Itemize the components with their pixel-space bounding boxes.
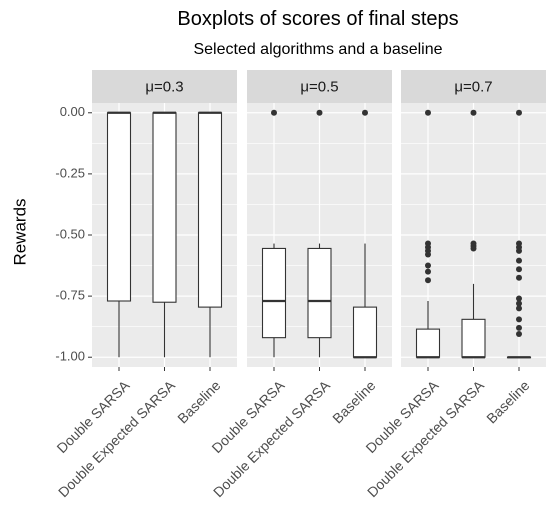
facet-strip	[401, 70, 546, 103]
facet-strip-label: μ=0.5	[300, 78, 338, 95]
box-iqr	[352, 306, 378, 358]
outlier-point	[271, 109, 277, 116]
box-iqr	[415, 328, 441, 358]
outlier-point	[425, 262, 431, 269]
outlier-point	[425, 277, 431, 284]
outlier-point	[516, 300, 522, 307]
facet-strip-label: μ=0.7	[454, 78, 492, 95]
facet-strip	[247, 70, 392, 103]
box-element	[415, 109, 441, 359]
box-iqr	[197, 112, 223, 308]
box-iqr	[461, 318, 486, 358]
outlier-point	[516, 247, 522, 254]
outlier-point	[516, 295, 522, 302]
box-element	[461, 109, 486, 359]
chart-title: Boxplots of scores of final steps	[177, 8, 458, 30]
box-element	[261, 109, 287, 358]
x-tick-label: Baseline	[483, 377, 532, 426]
box-element	[197, 111, 223, 358]
facet-panel: μ=0.7	[401, 70, 546, 367]
box-iqr	[106, 112, 132, 302]
outlier-point	[516, 266, 522, 273]
y-tick-label: -1.00	[55, 349, 85, 364]
outlier-point	[470, 245, 477, 252]
box-element	[307, 109, 332, 358]
outlier-point	[425, 109, 431, 116]
outlier-point	[362, 109, 368, 116]
y-tick-label: 0.00	[60, 104, 85, 119]
outlier-point	[470, 109, 477, 116]
outlier-point	[516, 274, 522, 281]
chart-subtitle: Selected algorithms and a baseline	[193, 41, 442, 58]
x-tick-label: Baseline	[329, 377, 378, 426]
y-tick-label: -0.75	[55, 288, 85, 303]
outlier-point	[516, 109, 522, 116]
outlier-point	[516, 305, 522, 312]
box-iqr	[307, 247, 332, 339]
facet-strip-label: μ=0.3	[145, 78, 183, 95]
facet-strip	[92, 70, 237, 103]
outlier-point	[316, 109, 323, 116]
facet-panel: μ=0.3	[92, 70, 237, 367]
box-iqr	[152, 112, 177, 303]
y-tick-label: -0.25	[55, 165, 85, 180]
outlier-point	[425, 251, 431, 258]
x-tick-label: Baseline	[174, 377, 223, 426]
box-iqr	[261, 247, 287, 339]
y-axis: 0.00 -0.25 -0.50 -0.75 -1.00	[55, 104, 92, 364]
outlier-point	[516, 316, 522, 323]
y-tick-label: -0.50	[55, 226, 85, 241]
y-axis-title: Rewards	[10, 198, 29, 265]
box-element	[506, 109, 532, 359]
outlier-point	[516, 257, 522, 264]
facet-panel: μ=0.5	[247, 70, 392, 367]
outlier-point	[516, 324, 522, 331]
box-element	[152, 111, 177, 358]
box-element	[352, 109, 378, 359]
outlier-point	[516, 331, 522, 337]
facet-panels: μ=0.3 μ=0.5 μ=0.7	[92, 70, 546, 367]
outlier-point	[425, 268, 431, 275]
box-element	[106, 111, 132, 358]
y-axis-label: Rewards	[10, 198, 29, 265]
